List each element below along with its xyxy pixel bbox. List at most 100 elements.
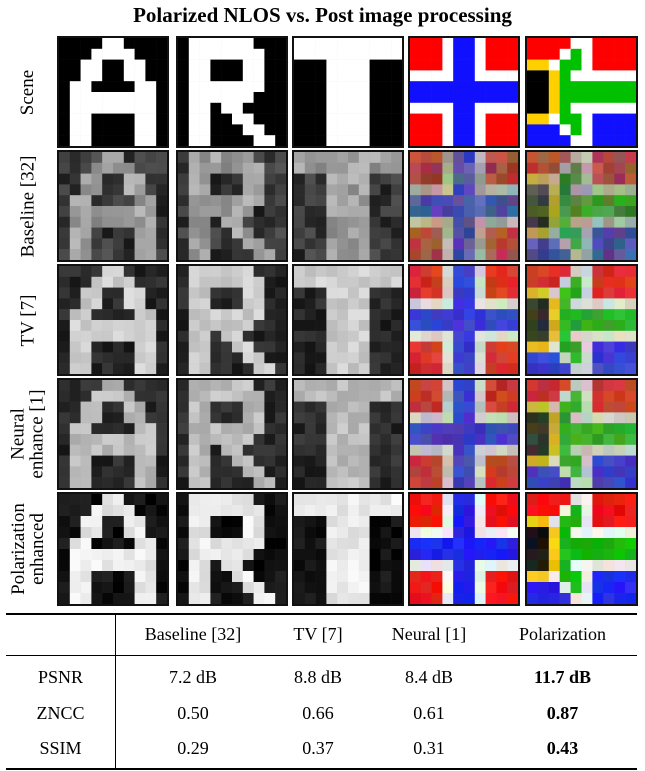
image-pixel: [442, 206, 454, 218]
image-pixel: [614, 593, 626, 604]
image-pixel: [380, 455, 392, 467]
image-pixel: [123, 276, 135, 288]
image-pixel: [380, 266, 392, 278]
image-pixel: [145, 309, 157, 321]
image-pixel: [453, 320, 465, 332]
image-pixel: [242, 135, 254, 146]
image-pixel: [453, 184, 465, 196]
image-pixel: [570, 238, 582, 250]
image-pixel: [102, 455, 114, 467]
image-pixel: [581, 549, 593, 561]
image-pixel: [369, 113, 381, 125]
image-pixel: [625, 249, 636, 260]
image-tile: [408, 150, 520, 262]
image-pixel: [315, 70, 327, 82]
image-pixel: [614, 238, 626, 250]
image-pixel: [326, 276, 338, 288]
image-pixel: [537, 216, 550, 228]
image-pixel: [253, 538, 265, 550]
image-pixel: [242, 466, 254, 478]
image-pixel: [625, 330, 636, 342]
image-pixel: [264, 423, 276, 435]
image-pixel: [548, 48, 560, 60]
image-pixel: [537, 298, 550, 310]
image-pixel: [221, 423, 233, 435]
image-pixel: [134, 48, 146, 60]
image-pixel: [80, 184, 92, 196]
image-pixel: [145, 549, 157, 561]
image-pixel: [581, 298, 593, 310]
image-pixel: [80, 516, 92, 528]
image-pixel: [548, 238, 560, 250]
image-pixel: [603, 320, 615, 332]
image-pixel: [614, 227, 626, 239]
image-pixel: [603, 124, 615, 136]
table-metric-ssim: SSIM: [39, 738, 82, 758]
image-pixel: [210, 216, 222, 228]
image-pixel: [80, 571, 92, 583]
image-pixel: [337, 113, 349, 125]
image-pixel: [221, 298, 233, 310]
image-pixel: [69, 341, 81, 353]
image-pixel: [264, 195, 276, 207]
image-pixel: [102, 124, 114, 136]
image-pixel: [326, 59, 338, 71]
image-pixel: [145, 195, 157, 207]
table-header-neural: Neural [1]: [391, 624, 467, 644]
image-pixel: [358, 549, 370, 561]
image-pixel: [464, 477, 476, 488]
image-pixel: [559, 444, 571, 456]
image-pixel: [614, 494, 626, 506]
image-pixel: [113, 276, 125, 288]
image-pixel: [294, 92, 306, 104]
image-pixel: [507, 135, 518, 146]
image-pixel: [337, 276, 349, 288]
image-pixel: [221, 206, 233, 218]
image-pixel: [358, 81, 370, 93]
image-pixel: [603, 571, 615, 583]
image-pixel: [59, 434, 71, 446]
image-pixel: [625, 466, 636, 478]
image-pixel: [442, 527, 454, 539]
image-pixel: [253, 238, 265, 250]
image-pixel: [242, 571, 254, 583]
image-pixel: [232, 135, 244, 146]
image-pixel: [242, 363, 254, 374]
image-pixel: [59, 593, 71, 604]
image-pixel: [113, 412, 125, 424]
image-pixel: [91, 266, 103, 278]
image-pixel: [570, 249, 582, 260]
image-pixel: [304, 309, 316, 321]
image-pixel: [358, 560, 370, 572]
image-pixel: [156, 505, 167, 517]
image-pixel: [420, 124, 432, 136]
image-pixel: [264, 516, 276, 528]
image-pixel: [570, 516, 582, 528]
image-pixel: [242, 81, 254, 93]
image-pixel: [145, 380, 157, 392]
image-pixel: [570, 102, 582, 114]
image-pixel: [614, 582, 626, 594]
image-pixel: [348, 412, 360, 424]
image-pixel: [304, 571, 316, 583]
image-pixel: [315, 227, 327, 239]
image-pixel: [253, 390, 265, 402]
image-pixel: [199, 135, 211, 146]
image-pixel: [199, 380, 211, 392]
image-pixel: [559, 162, 571, 174]
image-pixel: [537, 390, 550, 402]
image-pixel: [496, 330, 508, 342]
image-pixel: [210, 320, 222, 332]
image-pixel: [548, 380, 560, 392]
image-pixel: [559, 455, 571, 467]
image-pixel: [559, 249, 571, 260]
image-pixel: [548, 124, 560, 136]
image-pixel: [188, 363, 200, 374]
image-pixel: [91, 173, 103, 185]
image-pixel: [304, 363, 316, 374]
image-pixel: [474, 102, 486, 114]
image-pixel: [294, 412, 306, 424]
image-pixel: [253, 135, 265, 146]
image-pixel: [59, 276, 71, 288]
image-pixel: [221, 477, 233, 488]
